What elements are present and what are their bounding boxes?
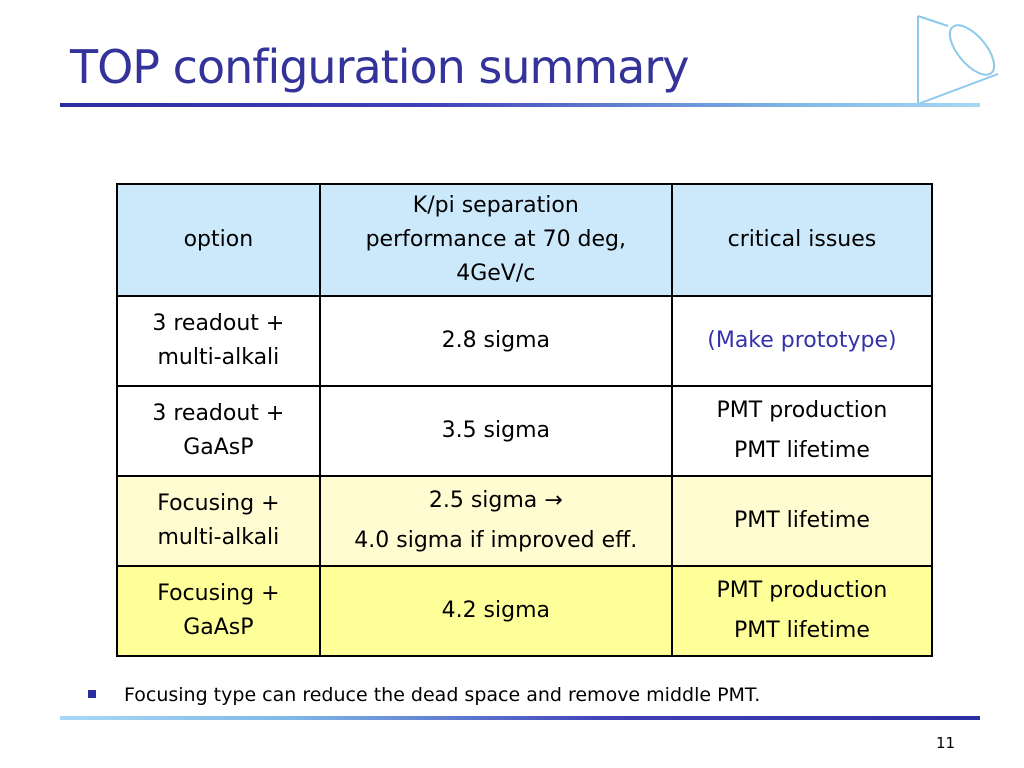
issue-line: PMT production	[716, 398, 888, 423]
cell-critical-issues: PMT production PMT lifetime	[670, 385, 934, 477]
cell-option: 3 readout + GaAsP	[116, 385, 321, 477]
bullet-text: Focusing type can reduce the dead space …	[124, 684, 761, 706]
cell-critical-issues: (Make prototype)	[670, 295, 934, 387]
option-line: Focusing +	[157, 581, 280, 606]
footer-divider	[60, 716, 980, 720]
table-header-row: option K/pi separation performance at 70…	[116, 183, 934, 297]
table-row: 3 readout + GaAsP 3.5 sigma PMT producti…	[116, 385, 934, 477]
bullet-item: Focusing type can reduce the dead space …	[88, 684, 760, 706]
performance-line: 4.0 sigma if improved eff.	[354, 528, 638, 553]
option-line: Focusing +	[157, 491, 280, 516]
cell-performance: 2.8 sigma	[318, 295, 673, 387]
option-line: GaAsP	[183, 435, 254, 460]
option-line: multi-alkali	[157, 345, 280, 370]
issue-line: PMT lifetime	[733, 438, 870, 463]
header-performance-line: performance at 70 deg,	[365, 227, 627, 252]
header-critical-issues: critical issues	[670, 183, 934, 297]
page-number: 11	[936, 734, 956, 752]
performance-value: 2.5 sigma	[428, 488, 538, 513]
option-line: GaAsP	[183, 615, 254, 640]
table-row: 3 readout + multi-alkali 2.8 sigma (Make…	[116, 295, 934, 387]
cell-option: Focusing + GaAsP	[116, 565, 321, 657]
table-row: Focusing + GaAsP 4.2 sigma PMT productio…	[116, 565, 934, 657]
cell-performance: 3.5 sigma	[318, 385, 673, 477]
issue-line: (Make prototype)	[707, 328, 897, 353]
issue-line: PMT lifetime	[733, 508, 870, 533]
option-line: 3 readout +	[152, 311, 285, 336]
issue-line: PMT production	[716, 578, 888, 603]
cell-critical-issues: PMT lifetime	[670, 475, 934, 567]
cell-critical-issues: PMT production PMT lifetime	[670, 565, 934, 657]
header-performance: K/pi separation performance at 70 deg, 4…	[318, 183, 673, 297]
configuration-table: option K/pi separation performance at 70…	[116, 183, 934, 657]
performance-line: 2.5 sigma →	[327, 481, 665, 521]
cone-outline-icon	[917, 15, 999, 105]
table-row: Focusing + multi-alkali 2.5 sigma → 4.0 …	[116, 475, 934, 567]
performance-value: 4.2 sigma	[441, 598, 551, 623]
performance-value: 3.5 sigma	[441, 418, 551, 443]
cell-option: 3 readout + multi-alkali	[116, 295, 321, 387]
header-performance-line: 4GeV/c	[456, 261, 536, 286]
performance-value: 2.8 sigma	[441, 328, 551, 353]
bullet-square-icon	[88, 689, 96, 698]
cell-performance: 4.2 sigma	[318, 565, 673, 657]
header-option-label: option	[183, 227, 254, 252]
issue-line: PMT lifetime	[733, 618, 870, 643]
arrow-right-icon: →	[544, 488, 563, 513]
slide-title: TOP configuration summary	[70, 40, 689, 94]
option-line: 3 readout +	[152, 401, 285, 426]
header-performance-line: K/pi separation	[412, 193, 579, 218]
cell-performance: 2.5 sigma → 4.0 sigma if improved eff.	[318, 475, 673, 567]
title-divider	[60, 103, 980, 107]
option-line: multi-alkali	[157, 525, 280, 550]
header-issues-label: critical issues	[727, 227, 877, 252]
header-option: option	[116, 183, 321, 297]
cell-option: Focusing + multi-alkali	[116, 475, 321, 567]
